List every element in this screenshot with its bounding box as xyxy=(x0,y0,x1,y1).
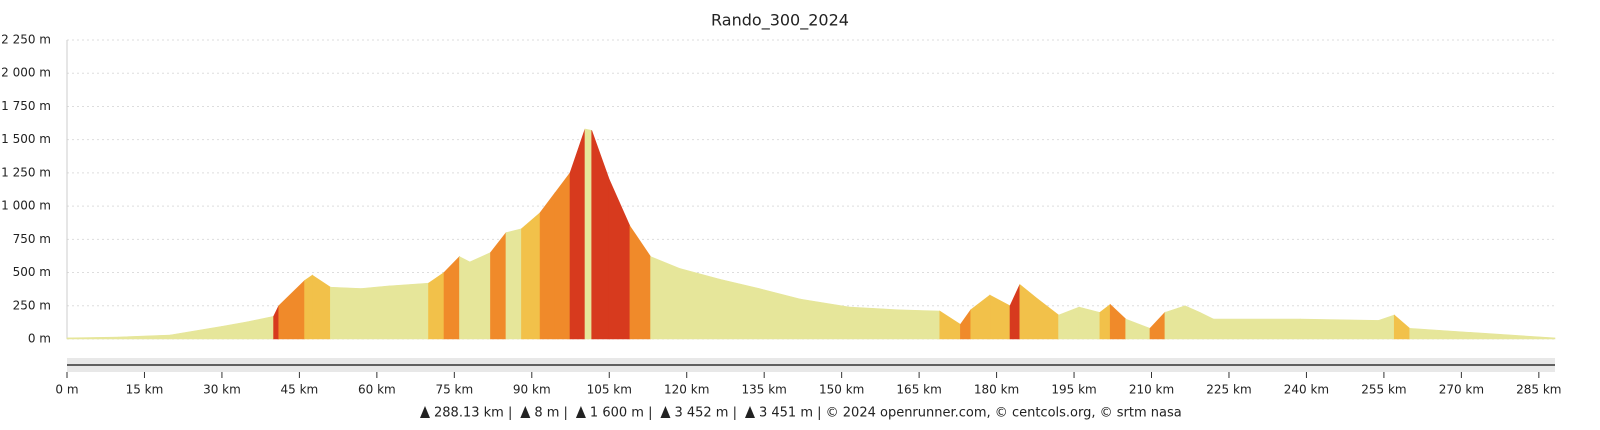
elevation-segment xyxy=(361,285,391,340)
x-tick-label: 180 km xyxy=(974,383,1019,397)
elevation-segment xyxy=(1009,284,1021,340)
elevation-segment xyxy=(1078,306,1101,340)
elevation-segment xyxy=(569,128,586,340)
elevation-segment xyxy=(898,309,941,340)
x-tick-label: 60 km xyxy=(358,383,396,397)
elevation-segment xyxy=(459,256,471,340)
y-tick-label: 1 000 m xyxy=(1,199,51,213)
x-tick-label: 120 km xyxy=(664,383,709,397)
elevation-segment xyxy=(1099,303,1111,340)
elevation-segment xyxy=(758,288,801,340)
x-tick-label: 195 km xyxy=(1051,383,1096,397)
elevation-segment xyxy=(960,308,972,340)
elevation-segment xyxy=(1393,314,1411,340)
elevation-segment xyxy=(1213,318,1301,340)
elevation-segment xyxy=(66,336,119,340)
elevation-segment xyxy=(1037,298,1059,340)
elevation-segment xyxy=(1378,314,1395,340)
y-tick-label: 750 m xyxy=(13,232,51,246)
elevation-segment xyxy=(221,321,249,340)
x-tick-label: 240 km xyxy=(1284,383,1329,397)
x-tick-label: 255 km xyxy=(1361,383,1406,397)
x-tick-label: 270 km xyxy=(1439,383,1484,397)
elevation-segment xyxy=(1184,305,1201,340)
elevation-segment xyxy=(1125,318,1151,340)
elevation-segment xyxy=(1199,311,1214,340)
x-tick-label: 135 km xyxy=(742,383,787,397)
elevation-segment xyxy=(608,179,631,340)
y-tick-label: 2 250 m xyxy=(1,33,51,47)
elevation-segment xyxy=(679,268,721,340)
elevation-segment xyxy=(1109,303,1126,340)
elevation-segment xyxy=(970,294,991,340)
x-tick-label: 150 km xyxy=(819,383,864,397)
chart-title: Rando_300_2024 xyxy=(711,11,849,31)
elevation-segment xyxy=(1149,311,1166,340)
x-tick-label: 225 km xyxy=(1206,383,1251,397)
x-tick-label: 105 km xyxy=(587,383,632,397)
stat-icon xyxy=(575,406,586,418)
elevation-segment xyxy=(849,306,899,340)
stat-text: 1 600 m | xyxy=(590,406,653,421)
x-tick-label: 30 km xyxy=(203,383,241,397)
footer: 288.13 km | 8 m | 1 600 m | 3 452 m | 3 451 … xyxy=(420,406,1182,421)
elevation-segment xyxy=(247,316,274,340)
stat-icon xyxy=(420,406,430,418)
elevation-segment xyxy=(469,252,491,340)
elevation-segment xyxy=(1164,305,1186,340)
y-tick-label: 2 000 m xyxy=(1,66,51,80)
stat-text: 8 m | xyxy=(534,406,568,421)
elevation-segment xyxy=(389,282,429,340)
y-tick-label: 1 250 m xyxy=(1,165,51,179)
elevation-segment xyxy=(273,305,280,340)
elevation-segment xyxy=(1299,318,1380,340)
elevation-segment xyxy=(719,278,760,340)
y-tick-label: 1 750 m xyxy=(1,99,51,113)
stat-text: 288.13 km | xyxy=(434,406,512,421)
elevation-segment xyxy=(554,171,571,340)
x-tick-label: 210 km xyxy=(1129,383,1174,397)
elevation-segment xyxy=(521,212,541,340)
stat-text: 3 452 m | xyxy=(674,406,737,421)
elevation-segment xyxy=(629,225,651,340)
x-tick-label: 0 m xyxy=(55,383,78,397)
elevation-segment xyxy=(591,130,610,340)
navigator[interactable] xyxy=(67,358,1555,372)
elevation-segment xyxy=(939,310,961,340)
elevation-segment xyxy=(650,256,681,340)
elevation-segment xyxy=(169,326,223,340)
elevation-segment xyxy=(505,228,522,340)
elevation-segment xyxy=(118,334,171,340)
elevation-segment xyxy=(1019,283,1039,340)
elevation-segment xyxy=(312,274,331,340)
x-tick-label: 285 km xyxy=(1516,383,1561,397)
stat-icon xyxy=(520,406,531,418)
elevation-segment xyxy=(278,279,305,340)
x-tick-label: 15 km xyxy=(126,383,164,397)
y-tick-label: 500 m xyxy=(13,265,51,279)
elevation-segment xyxy=(428,271,445,340)
y-tick-label: 0 m xyxy=(28,332,51,346)
elevation-segment xyxy=(1409,328,1471,340)
elevation-segment xyxy=(490,231,507,340)
stat-icon xyxy=(660,406,671,418)
stat-icon xyxy=(744,406,755,418)
elevation-segment xyxy=(1469,332,1556,340)
elevation-segment xyxy=(539,191,556,340)
elevation-segment xyxy=(584,128,592,340)
elevation-segment xyxy=(989,294,1011,340)
x-tick-label: 75 km xyxy=(435,383,473,397)
y-tick-label: 1 500 m xyxy=(1,132,51,146)
elevation-segment xyxy=(1058,306,1080,340)
elevation-segment xyxy=(443,255,460,340)
elevation-segment xyxy=(330,286,362,340)
stat-text: 3 451 m | © 2024 openrunner.com, © centc… xyxy=(759,406,1182,421)
elevation-segment xyxy=(304,274,313,340)
elevation-segment xyxy=(800,298,851,340)
x-tick-label: 90 km xyxy=(513,383,551,397)
x-tick-label: 45 km xyxy=(281,383,319,397)
y-tick-label: 250 m xyxy=(13,298,51,312)
x-tick-label: 165 km xyxy=(896,383,941,397)
